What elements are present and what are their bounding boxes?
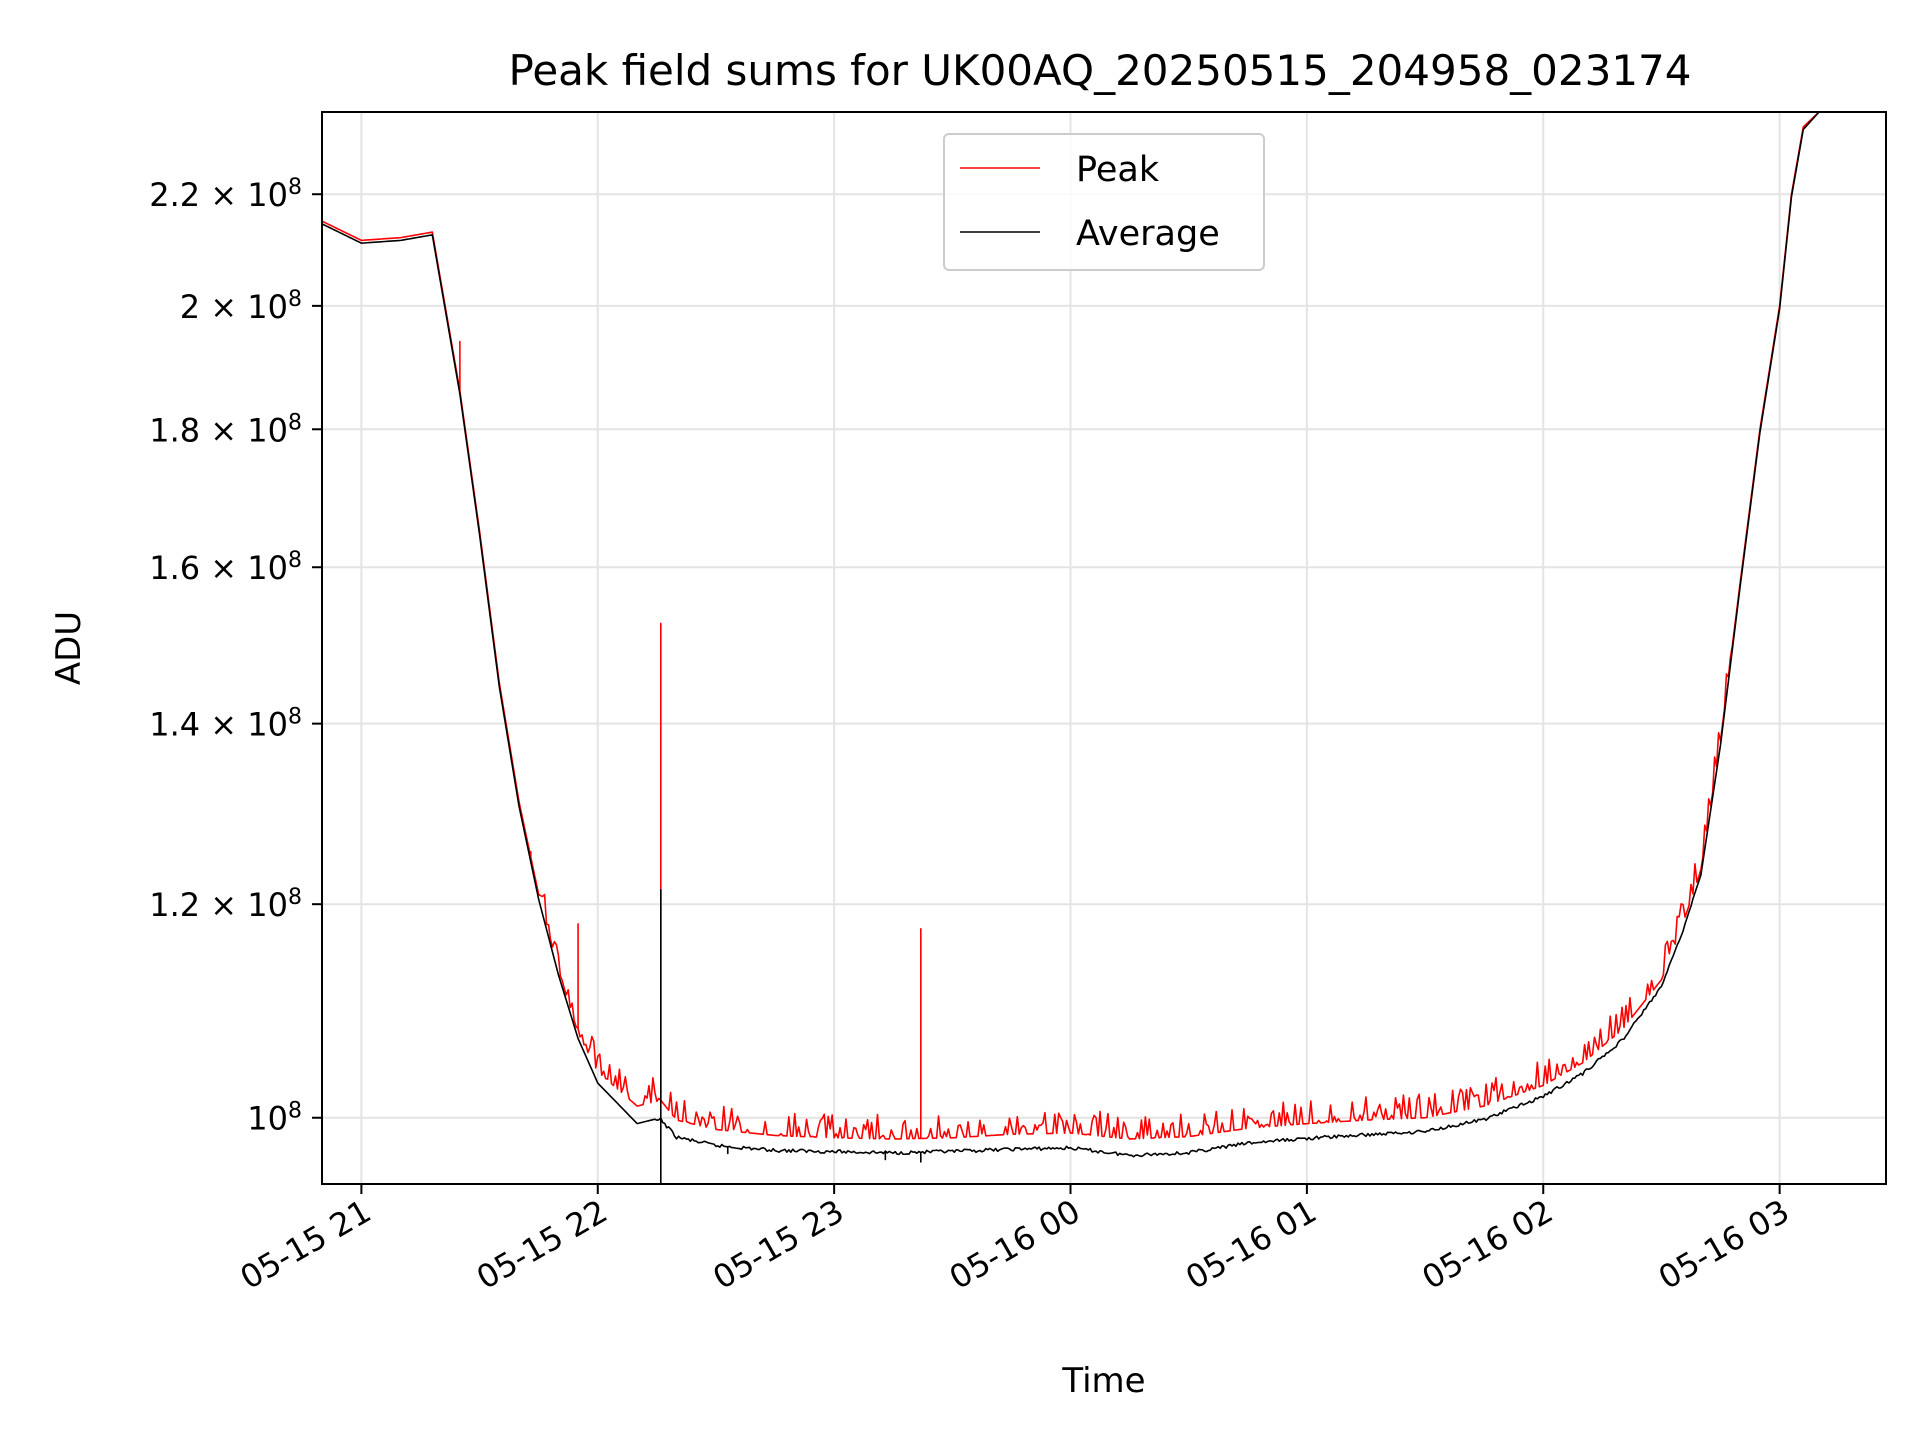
plot-frame — [321, 111, 1887, 1185]
y-tick-label: 1.4 × 108 — [149, 704, 302, 744]
series-line-average — [321, 111, 1886, 1185]
x-axis-title: Time — [1061, 1361, 1145, 1401]
series-line-peak — [321, 111, 1886, 1140]
legend-label-average: Average — [1076, 214, 1220, 254]
y-tick-label: 2 × 108 — [180, 286, 302, 326]
y-axis-title: ADU — [49, 611, 89, 685]
legend-label-peak: Peak — [1076, 150, 1160, 190]
y-tick-label: 2.2 × 108 — [149, 175, 302, 215]
y-tick-label: 1.8 × 108 — [149, 410, 302, 450]
y-tick-label: 1.6 × 108 — [149, 548, 302, 588]
series-layer — [321, 111, 1886, 1185]
legend: Peak Average — [943, 133, 1265, 271]
y-tick-label: 1.2 × 108 — [149, 885, 302, 925]
chart-title: Peak field sums for UK00AQ_20250515_2049… — [508, 46, 1691, 95]
